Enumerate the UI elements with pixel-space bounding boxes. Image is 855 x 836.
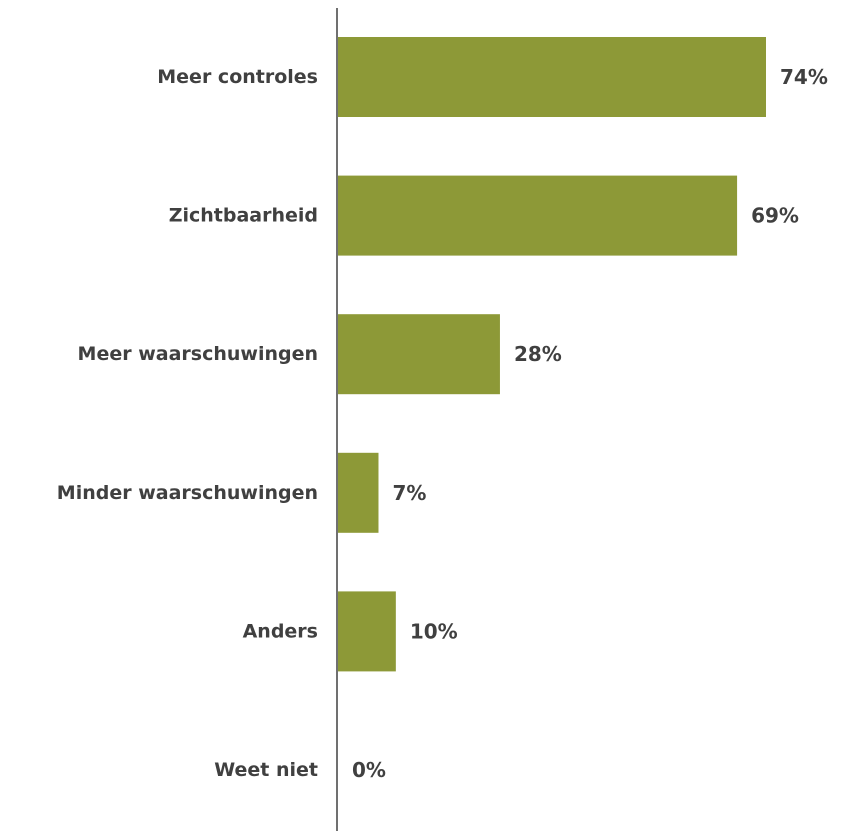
bar-2 (338, 314, 500, 395)
value-label-3: 7% (392, 481, 426, 505)
value-label-4: 10% (410, 619, 458, 643)
value-label-5: 0% (352, 758, 386, 782)
bar-0 (338, 37, 766, 117)
bar-1 (338, 175, 738, 256)
category-labels: Meer controles Zichtbaarheid Meer waarschu… (57, 66, 318, 781)
category-label-1: Zichtbaarheid (169, 205, 318, 227)
value-label-1: 69% (751, 204, 799, 228)
value-label-0: 74% (780, 65, 828, 89)
value-labels: 74% 69% 28% 7% 10% 0% (352, 65, 828, 782)
bar-3 (338, 452, 379, 533)
bars (338, 37, 766, 672)
category-label-2: Meer waarschuwingen (78, 343, 318, 365)
category-label-3: Minder waarschuwingen (57, 482, 318, 504)
bar-4 (338, 591, 396, 672)
category-label-0: Meer controles (157, 66, 318, 88)
category-label-5: Weet niet (214, 759, 318, 781)
value-label-2: 28% (514, 342, 562, 366)
category-label-4: Anders (243, 620, 318, 642)
